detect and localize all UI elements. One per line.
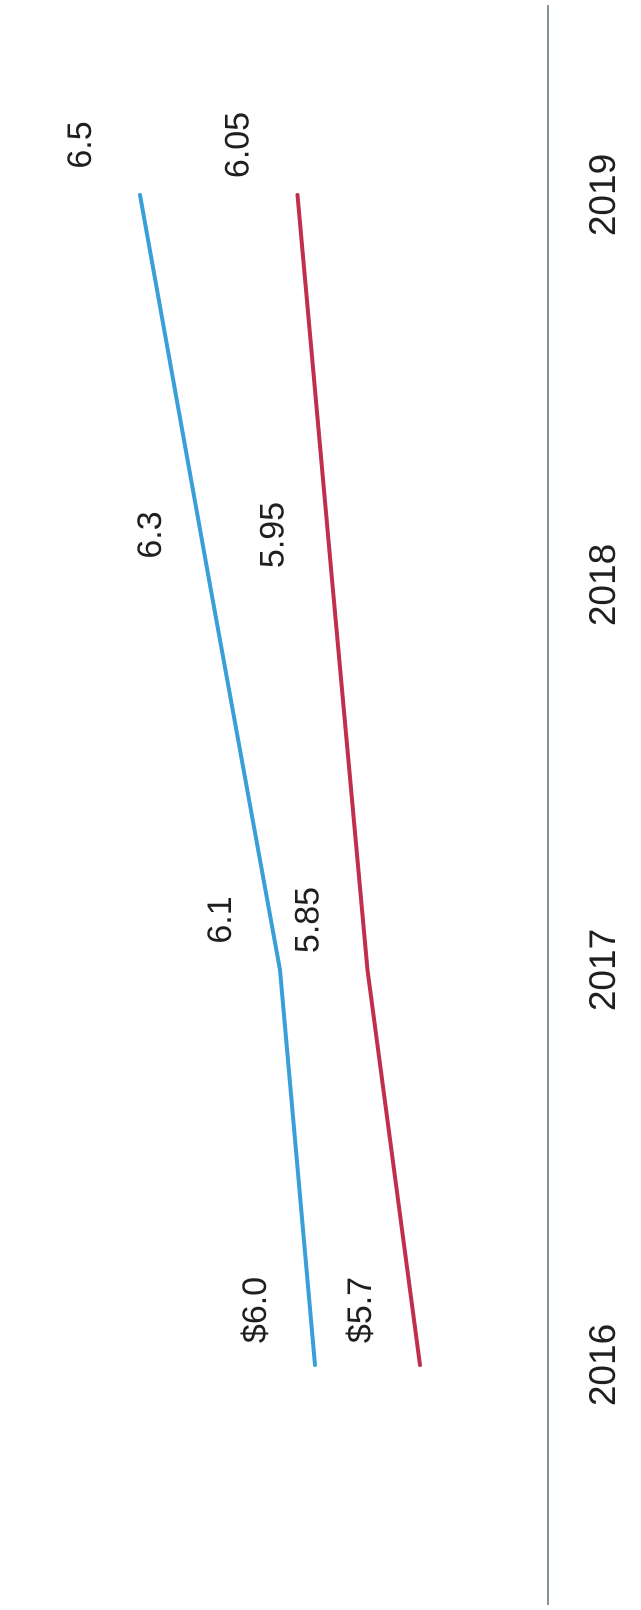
data-label: $6.0 — [236, 1277, 274, 1343]
x-tick-label: 2019 — [582, 154, 623, 236]
data-label: 6.5 — [61, 121, 99, 168]
data-label: 6.05 — [218, 112, 256, 178]
data-label: 6.3 — [131, 511, 169, 558]
series-1-line — [138, 193, 317, 1367]
plot-area: 2016 2017 2018 2019 $6.0 6.1 6.3 6.5 $5.7 5.85 5.9… — [61, 5, 623, 1605]
data-label: 6.1 — [201, 896, 239, 943]
x-tick-label: 2016 — [582, 1324, 623, 1406]
data-label: $5.7 — [341, 1277, 379, 1343]
x-tick-label: 2017 — [582, 929, 623, 1011]
data-label: 5.85 — [288, 887, 326, 953]
series-2-line — [295, 193, 422, 1367]
data-label: 5.95 — [253, 502, 291, 568]
x-tick-label: 2018 — [582, 544, 623, 626]
